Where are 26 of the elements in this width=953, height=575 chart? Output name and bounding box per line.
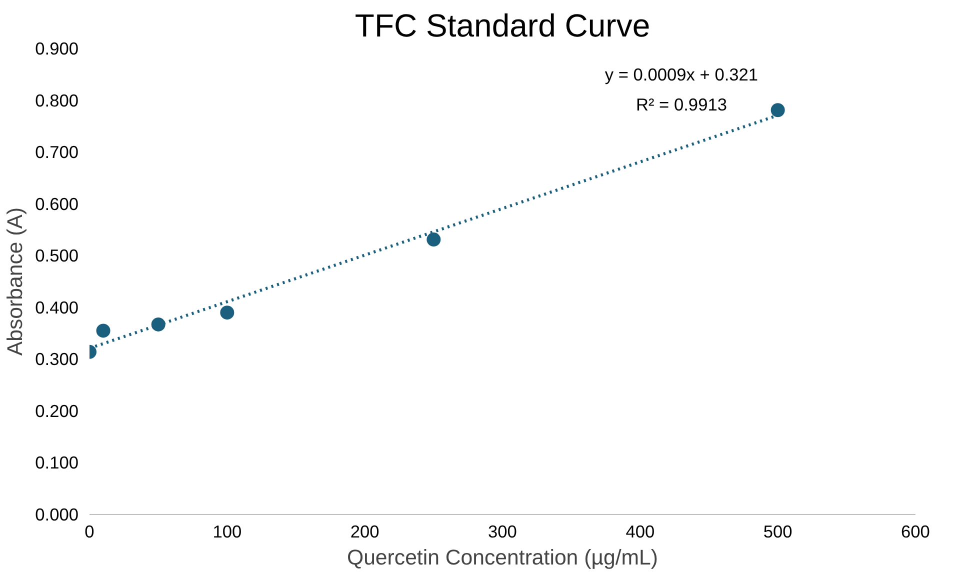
x-tick-label: 400 bbox=[626, 522, 655, 542]
y-axis-title: Absorbance (A) bbox=[3, 207, 28, 356]
y-tick-label: 0.800 bbox=[35, 90, 79, 110]
y-tick-label: 0.000 bbox=[35, 504, 79, 524]
annotation: y = 0.0009x + 0.321 bbox=[604, 64, 758, 85]
x-tick-label: 200 bbox=[350, 522, 380, 542]
y-tick-label: 0.400 bbox=[35, 297, 79, 318]
annotation: R² = 0.9913 bbox=[636, 94, 727, 114]
y-tick-label: 0.600 bbox=[35, 194, 79, 214]
point bbox=[770, 103, 785, 118]
x-axis-title: Quercetin Concentration (µg/mL) bbox=[346, 546, 658, 570]
point bbox=[96, 324, 110, 338]
x-tick-label: 300 bbox=[488, 522, 517, 542]
y-tick-label: 0.500 bbox=[35, 246, 79, 266]
x-tick-label: 0 bbox=[84, 522, 94, 542]
point bbox=[426, 232, 441, 247]
point bbox=[220, 306, 234, 320]
y-tick-label: 0.900 bbox=[35, 38, 79, 58]
y-tick-label: 0.300 bbox=[35, 349, 79, 370]
x-tick-label: 500 bbox=[763, 522, 792, 542]
chart-title: TFC Standard Curve bbox=[354, 8, 650, 44]
x-tick-label: 600 bbox=[901, 522, 930, 542]
y-tick-label: 0.200 bbox=[35, 400, 79, 421]
x-tick-label: 100 bbox=[212, 522, 242, 542]
y-tick-label: 0.700 bbox=[35, 142, 79, 162]
y-tick-label: 0.100 bbox=[35, 452, 79, 473]
